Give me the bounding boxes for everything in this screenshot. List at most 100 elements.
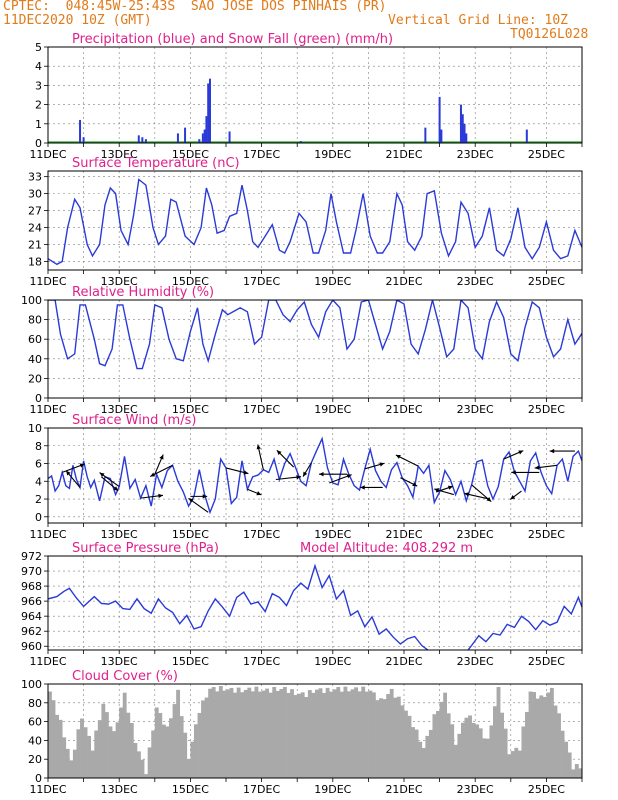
y-tick-label: 40 (28, 734, 42, 747)
wind-arrow-head (99, 472, 105, 477)
x-tick-label: 25DEC (528, 655, 565, 668)
cloud-bar (517, 750, 522, 778)
cloud-bar (350, 689, 355, 778)
precip-bar (525, 129, 528, 143)
cloud-bar (151, 730, 156, 778)
y-tick-label: 40 (28, 353, 42, 366)
cloud-bar (94, 730, 99, 778)
x-tick-label: 13DEC (101, 275, 138, 288)
header-date: 11DEC2020 10Z (GMT) (3, 13, 152, 28)
cloud-bar (382, 699, 387, 778)
cloud-bar (265, 688, 270, 778)
cloud-bar (471, 722, 476, 778)
cloud-bar (97, 720, 102, 778)
x-tick-label: 15DEC (172, 783, 209, 796)
precip-bar (141, 137, 144, 143)
y-tick-label: 30 (28, 188, 42, 201)
cloud-bar (510, 751, 515, 778)
cloud-bar (261, 690, 266, 778)
wind-arrow-head (412, 482, 418, 487)
x-tick-label: 11DEC (29, 275, 66, 288)
cloud-bar (304, 697, 309, 778)
x-tick-label: 25DEC (528, 275, 565, 288)
y-tick-label: 2 (35, 493, 42, 506)
panel-frame (47, 170, 583, 271)
wind-arrow-head (510, 494, 516, 500)
wind-arrow-head (319, 471, 324, 477)
cloud-bar (87, 735, 92, 778)
x-tick-label: 21DEC (385, 275, 422, 288)
wind-arrow-head (150, 472, 156, 477)
x-tick-label: 13DEC (101, 783, 138, 796)
cloud-bar (485, 738, 490, 778)
cloud-bar (72, 749, 77, 778)
x-tick-label: 21DEC (385, 783, 422, 796)
wind-arrow-head (113, 486, 119, 491)
cloud-bar (425, 735, 430, 778)
header-line1: CPTEC: 048:45W-25:43S SAO JOSE DOS PINHA… (3, 0, 387, 14)
cloud-bar (76, 729, 81, 778)
cloud-bar (507, 754, 512, 778)
x-tick-label: 23DEC (457, 783, 494, 796)
x-tick-label: 23DEC (457, 655, 494, 668)
wind-arrow-head (360, 485, 365, 490)
plot-area (48, 686, 582, 778)
cloud-bar (275, 690, 280, 778)
x-tick-label: 25DEC (528, 403, 565, 416)
cloud-bar (104, 712, 109, 778)
cloud-bar (119, 707, 124, 778)
wind-arrow-head (296, 475, 302, 480)
cloud-bar (286, 692, 291, 778)
cloud-bar (307, 690, 312, 778)
y-tick-label: 8 (35, 440, 42, 453)
cloud-bar (322, 692, 326, 778)
wind-arrow-head (518, 450, 524, 455)
cloud-bar (396, 696, 401, 778)
cloud-bar (546, 692, 551, 778)
x-tick-label: 15DEC (172, 148, 209, 161)
cloud-bar (193, 724, 198, 778)
cloud-bar (393, 697, 398, 778)
cloud-bar (450, 724, 455, 778)
cloud-bar (361, 686, 366, 778)
cloud-bar (290, 689, 294, 778)
precip-bar (208, 78, 211, 143)
cloud-bar (428, 729, 433, 778)
cloud-bar (90, 750, 95, 778)
wind-arrow-head (434, 488, 440, 493)
cloud-bar (144, 774, 148, 778)
y-tick-label: 33 (28, 171, 42, 184)
y-tick-label: 1 (35, 118, 42, 131)
cloud-bar (204, 697, 209, 778)
x-tick-label: 23DEC (457, 148, 494, 161)
panel-title: Precipitation (blue) and Snow Fall (gree… (72, 32, 393, 47)
cloud-bar (58, 719, 63, 778)
x-tick-label: 17DEC (243, 148, 280, 161)
cloud-bar (453, 744, 458, 778)
panel-title: Surface Wind (m/s) (72, 413, 196, 428)
cloud-bar (364, 691, 369, 778)
y-tick-label: 4 (35, 475, 42, 488)
cloud-bar (69, 760, 74, 778)
cloud-bar (443, 692, 448, 778)
cloud-bar (190, 741, 195, 778)
cloud-bar (165, 726, 170, 778)
y-tick-label: 100 (21, 678, 42, 691)
x-tick-label: 15DEC (172, 528, 209, 541)
cloud-bar (525, 711, 529, 778)
x-tick-label: 23DEC (457, 275, 494, 288)
cloud-bar (418, 741, 423, 778)
precip-bar (144, 139, 147, 143)
panel-frame (47, 299, 583, 399)
panel-5: 0 20 40 60 80 100 Cloud Cover (%) 11DEC 13DEC 15D… (21, 669, 583, 796)
cloud-bar (432, 714, 437, 778)
cloud-bar (532, 692, 537, 778)
wind-arrow-head (447, 485, 453, 490)
panel-1: 18 21 24 27 30 33 Surface Temperature (nC) 11DE… (28, 156, 583, 288)
cloud-bar (179, 716, 184, 778)
precip-bar (299, 141, 302, 143)
cloud-bar (133, 742, 138, 778)
y-tick-label: 80 (28, 314, 42, 327)
cloud-bar (215, 691, 220, 778)
panel-2: 0 20 40 60 80 100 Relative Humidity (%) 11DEC 13… (21, 285, 583, 416)
